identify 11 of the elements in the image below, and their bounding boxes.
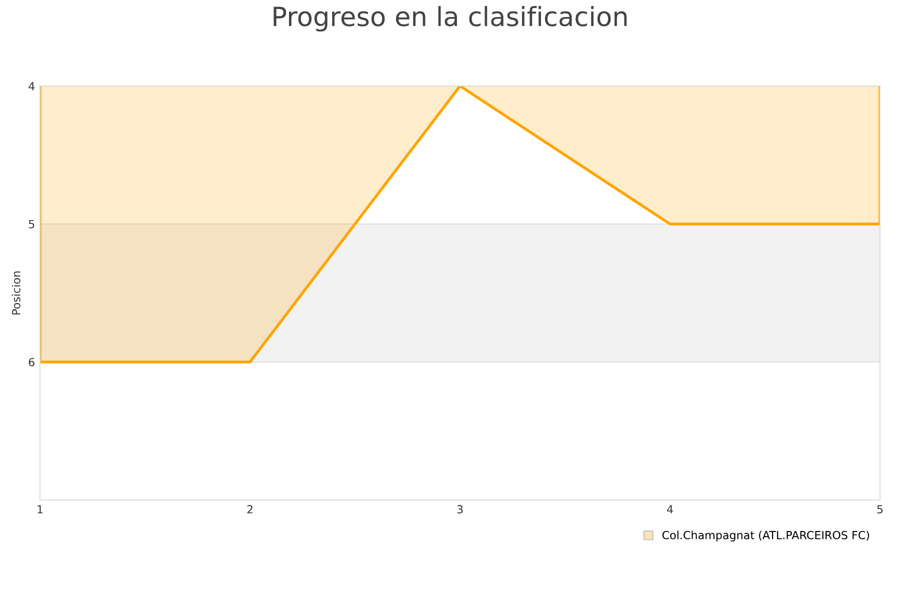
y-axis-title: Posicion [12, 271, 20, 314]
x-tick-label: 5 [877, 505, 883, 514]
chart-title: Progreso en la clasificacion [274, 6, 627, 32]
y-tick-label: 6 [28, 358, 34, 366]
x-tick-label: 1 [38, 505, 43, 514]
y-tick-label: 4 [28, 82, 35, 90]
legend-label: Col.Champagnat (ATL.PARCEIROS FC) [662, 530, 870, 542]
y-tick-label: 5 [28, 220, 34, 228]
x-tick-label: 3 [457, 505, 463, 514]
x-tick-label: 4 [667, 505, 673, 514]
x-tick-label: 2 [247, 505, 252, 514]
